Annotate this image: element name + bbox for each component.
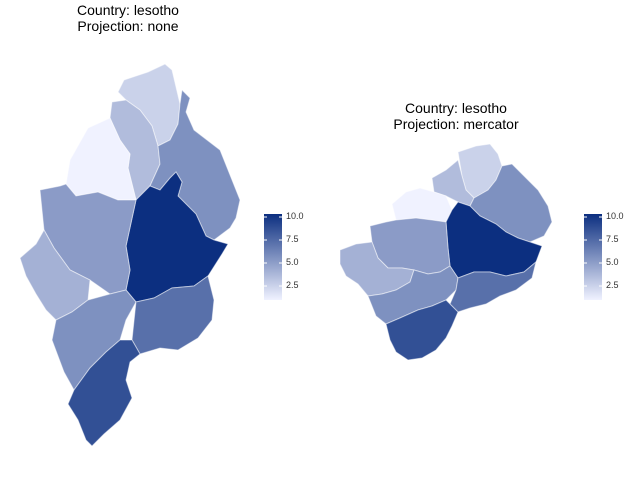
map-panel-none: Country: lesotho Projection: none [19, 2, 241, 447]
legend-gradient [264, 214, 282, 300]
map-title-projection: Projection: none [77, 18, 179, 34]
map-panel-mercator: Country: lesotho Projection: mercator [320, 0, 640, 480]
none-district-10 [67, 339, 141, 447]
map-title-projection: Projection: mercator [393, 116, 519, 132]
legend-tick-label: 5.0 [606, 257, 619, 267]
legend-none: 10.0 7.5 5.0 2.5 [264, 211, 314, 304]
choropleth-map-mercator [339, 143, 553, 361]
legend-tick-label: 2.5 [286, 280, 299, 290]
legend-tick-label: 10.0 [286, 211, 304, 221]
legend-tick-label: 10.0 [606, 211, 624, 221]
none-district-8 [51, 289, 137, 391]
legend-tick-label: 2.5 [606, 280, 619, 290]
choropleth-map-none [19, 63, 241, 447]
mercator-district-9 [449, 260, 537, 313]
mercator-district-10 [385, 299, 459, 361]
legend-colorbar [264, 214, 282, 300]
legend-gradient [584, 214, 602, 300]
map-title-none: Country: lesotho Projection: none [28, 2, 228, 34]
map-title-country: Country: lesotho [77, 2, 179, 18]
legend-tick-label: 7.5 [606, 234, 619, 244]
map-title-mercator: Country: lesotho Projection: mercator [346, 100, 566, 132]
legend-mercator: 10.0 7.5 5.0 2.5 [584, 211, 634, 304]
map-title-country: Country: lesotho [405, 100, 507, 116]
legend-colorbar [584, 214, 602, 300]
legend-tick-label: 7.5 [286, 234, 299, 244]
legend-tick-label: 5.0 [286, 257, 299, 267]
